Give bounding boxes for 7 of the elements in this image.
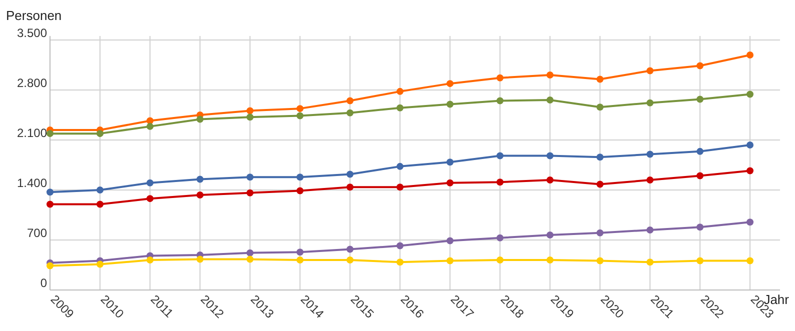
y-axis-title: Personen (6, 8, 62, 23)
y-tick-label: 2.800 (16, 76, 48, 90)
y-tick-label: 700 (26, 226, 48, 240)
y-tick-label: 1.400 (16, 176, 48, 190)
y-tick-label: 0 (40, 276, 48, 290)
y-tick-label: 2.100 (16, 126, 48, 140)
y-tick-label: 3.500 (16, 26, 48, 40)
